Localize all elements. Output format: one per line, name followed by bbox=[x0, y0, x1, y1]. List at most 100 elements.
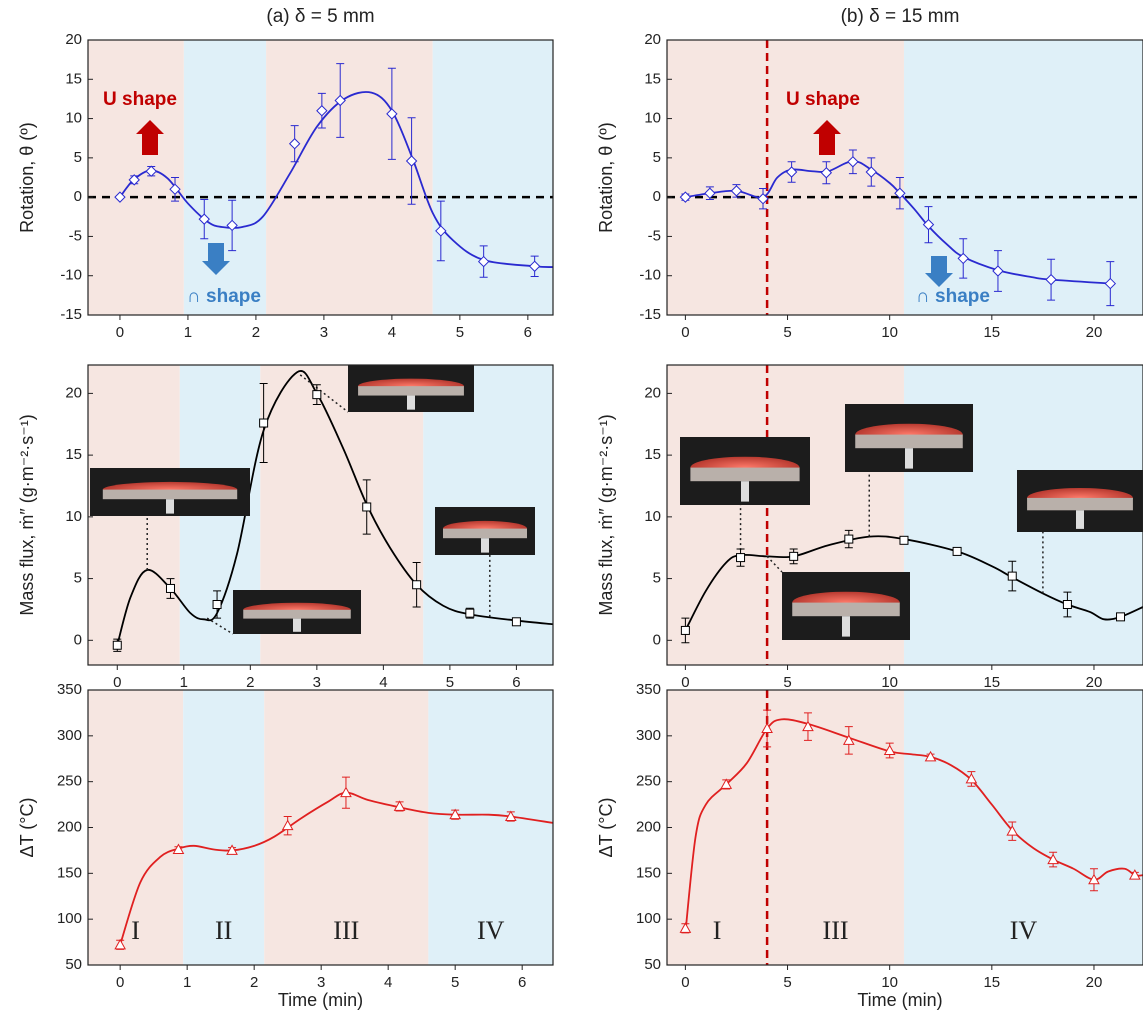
x-tick-label: 2 bbox=[252, 324, 260, 341]
x-tick-label: 3 bbox=[320, 324, 328, 341]
chart-title: (a) δ = 5 mm bbox=[266, 6, 374, 27]
marker bbox=[288, 138, 301, 150]
x-tick-label: 1 bbox=[184, 324, 192, 341]
x-tick-label: 10 bbox=[881, 974, 898, 991]
x-tick-label: 15 bbox=[983, 674, 1000, 691]
x-tick-label: 10 bbox=[881, 674, 898, 691]
y-tick-label: 5 bbox=[74, 570, 82, 587]
plot-area bbox=[88, 690, 553, 965]
y-tick-label: 5 bbox=[74, 149, 82, 166]
marker bbox=[894, 187, 906, 199]
fit-curve bbox=[119, 91, 553, 268]
x-tick-label: 10 bbox=[881, 324, 898, 341]
marker bbox=[865, 166, 877, 178]
y-tick-label: 100 bbox=[636, 910, 661, 927]
marker bbox=[1007, 571, 1017, 581]
x-tick-label: 0 bbox=[113, 674, 121, 691]
y-tick-label: 250 bbox=[57, 773, 82, 790]
y-tick-label: 250 bbox=[636, 773, 661, 790]
phase-region bbox=[767, 690, 904, 965]
phase-label: III bbox=[333, 916, 359, 945]
marker bbox=[172, 843, 185, 854]
x-tick-label: 5 bbox=[446, 674, 454, 691]
marker bbox=[965, 772, 978, 784]
y-tick-label: 50 bbox=[65, 956, 82, 973]
y-tick-label: 10 bbox=[65, 110, 82, 127]
marker bbox=[736, 553, 746, 563]
marker bbox=[226, 844, 238, 855]
x-tick-label: 3 bbox=[313, 674, 321, 691]
y-tick-label: 20 bbox=[65, 31, 82, 48]
y-axis-label: Mass flux, ṁ″ (g·m⁻²·s⁻¹) bbox=[17, 414, 37, 615]
marker bbox=[680, 625, 690, 635]
photo-sample-side bbox=[690, 467, 800, 482]
marker bbox=[883, 744, 896, 755]
x-tick-label: 1 bbox=[183, 974, 191, 991]
inset-pointer bbox=[766, 555, 783, 573]
phase-label: I bbox=[713, 916, 722, 945]
y-tick-label: 150 bbox=[57, 864, 82, 881]
marker bbox=[899, 535, 909, 545]
marker bbox=[1128, 869, 1141, 880]
marker bbox=[1047, 853, 1059, 865]
photo-sample-side bbox=[855, 434, 963, 449]
phase-label: IV bbox=[1010, 916, 1038, 945]
y-tick-label: -5 bbox=[69, 227, 82, 244]
y-tick-label: 300 bbox=[57, 727, 82, 744]
x-tick-label: 3 bbox=[317, 974, 325, 991]
marker bbox=[340, 786, 352, 798]
y-tick-label: 0 bbox=[653, 631, 661, 648]
x-tick-label: 6 bbox=[524, 324, 532, 341]
y-axis-label: Rotation, θ (º) bbox=[596, 122, 616, 233]
plot-area bbox=[667, 40, 1143, 315]
x-axis-label: Time (min) bbox=[278, 990, 363, 1010]
y-tick-label: 20 bbox=[644, 384, 661, 401]
annotation-arrow bbox=[925, 256, 953, 287]
photo-sample-side bbox=[243, 609, 351, 619]
plot-area bbox=[667, 690, 1143, 965]
marker bbox=[128, 174, 140, 186]
photo-holder bbox=[166, 499, 174, 514]
photo-holder bbox=[741, 481, 749, 502]
marker bbox=[1062, 600, 1072, 610]
x-tick-label: 15 bbox=[983, 324, 1000, 341]
y-tick-label: 0 bbox=[74, 188, 82, 205]
panel: -15 -10 -5 0 5 10 15 20 0 5 10 15 20 (b) δ = 15 mm Rot… bbox=[596, 6, 1143, 341]
inset-pointer bbox=[299, 374, 349, 413]
x-tick-label: 0 bbox=[681, 674, 689, 691]
marker bbox=[212, 600, 222, 610]
marker bbox=[785, 166, 798, 178]
x-tick-label: 4 bbox=[379, 674, 387, 691]
inset-pointer bbox=[206, 617, 234, 635]
marker bbox=[169, 183, 181, 195]
phase-label: III bbox=[823, 916, 849, 945]
y-tick-label: -5 bbox=[648, 227, 661, 244]
photo-holder bbox=[1076, 510, 1084, 529]
marker bbox=[412, 580, 422, 590]
marker bbox=[704, 187, 716, 199]
x-tick-label: 5 bbox=[456, 324, 464, 341]
marker bbox=[992, 265, 1004, 277]
plot-area bbox=[88, 40, 553, 315]
photo-sample-side bbox=[358, 386, 464, 396]
marker bbox=[259, 418, 269, 428]
annotation-arrow bbox=[813, 120, 841, 155]
marker bbox=[435, 225, 447, 237]
annotation: U shape bbox=[786, 89, 860, 110]
marker bbox=[334, 94, 346, 107]
marker bbox=[1045, 273, 1057, 286]
marker bbox=[511, 617, 521, 627]
phase-region bbox=[428, 690, 553, 965]
x-tick-label: 4 bbox=[384, 974, 392, 991]
marker bbox=[112, 640, 122, 650]
y-axis-label: Mass flux, ṁ″ (g·m⁻²·s⁻¹) bbox=[596, 414, 616, 615]
y-tick-label: 350 bbox=[57, 681, 82, 698]
photo-sample-side bbox=[102, 489, 238, 500]
marker bbox=[842, 734, 855, 745]
y-axis-label: ΔT (°C) bbox=[596, 798, 616, 858]
x-tick-label: 20 bbox=[1086, 974, 1103, 991]
plot-frame bbox=[87, 39, 554, 316]
annotation: U shape bbox=[103, 89, 177, 110]
x-tick-label: 2 bbox=[250, 974, 258, 991]
